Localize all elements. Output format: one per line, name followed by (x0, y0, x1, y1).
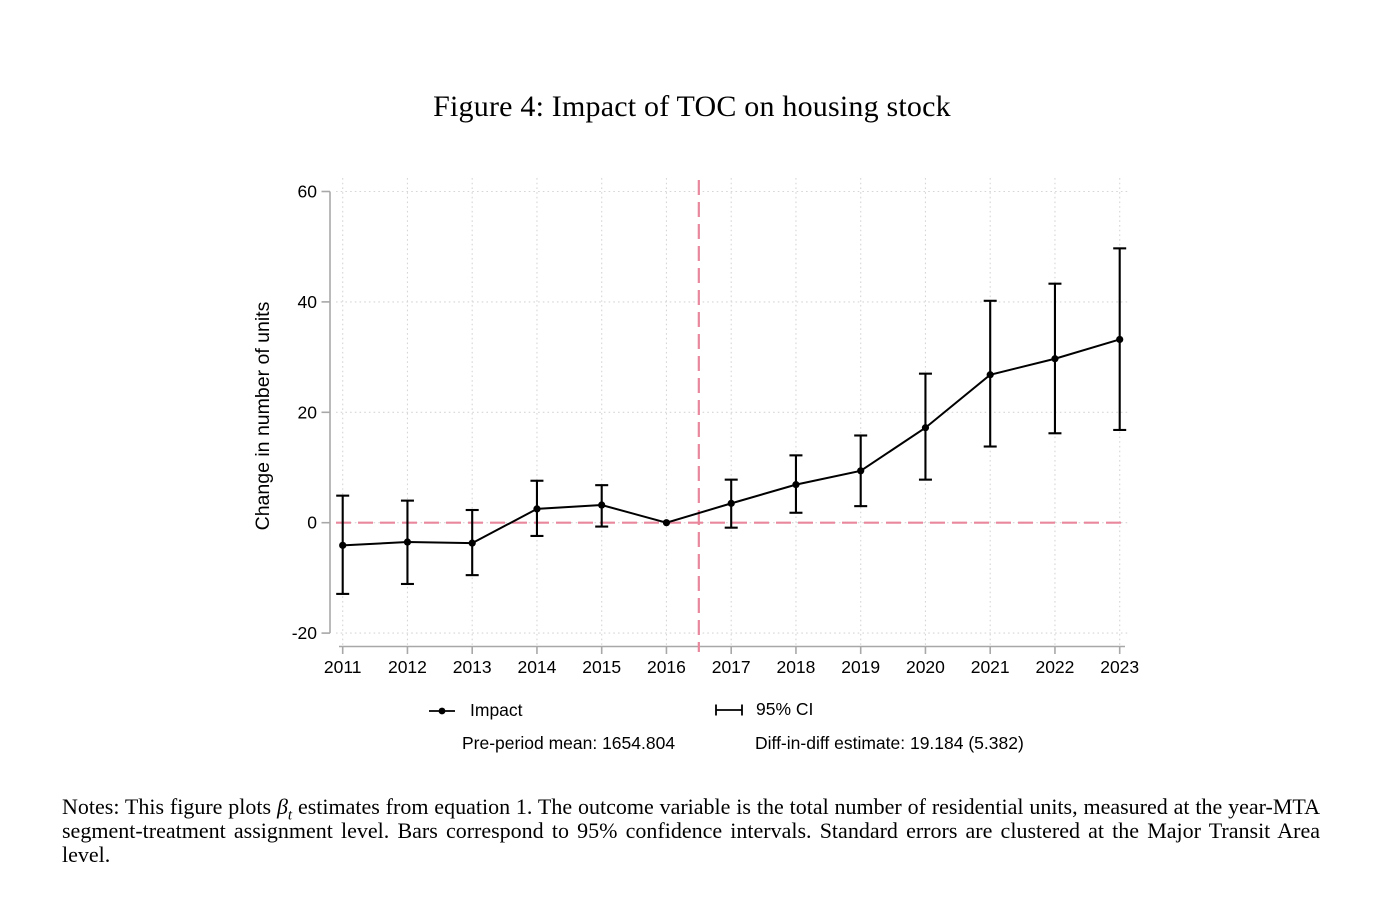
x-tick-label: 2019 (841, 657, 880, 677)
x-tick-label: 2011 (324, 657, 362, 677)
impact-point (792, 481, 800, 489)
y-tick-label: 20 (298, 402, 318, 422)
legend-ci-label: 95% CI (756, 699, 814, 719)
beta-symbol: β (276, 794, 288, 819)
y-axis-title: Change in number of units (252, 301, 274, 531)
x-tick-label: 2021 (971, 657, 1010, 677)
impact-marker-icon (429, 707, 455, 714)
impact-point (468, 539, 476, 547)
impact-point (921, 424, 930, 432)
x-tick-label: 2012 (388, 657, 427, 677)
y-tick-label: 60 (298, 182, 318, 202)
notes-prefix: Notes: (62, 794, 120, 819)
impact-point (662, 519, 671, 527)
x-tick-label: 2016 (647, 657, 686, 677)
impact-point (1051, 355, 1059, 363)
beta-subscript: t (287, 807, 293, 824)
impact-point (533, 505, 541, 513)
impact-point (857, 467, 865, 475)
impact-point (598, 501, 606, 509)
legend-impact-label: Impact (470, 700, 523, 720)
event-study-plot: -20 0 20 40 60 2011 2012 2013 2014 2015 2016 2017 20… (292, 178, 1139, 677)
x-tick-label: 2015 (582, 657, 621, 677)
pre-period-mean-annotation: Pre-period mean: 1654.804 (462, 733, 676, 753)
y-tick-label: -20 (292, 623, 318, 643)
x-tick-label: 2014 (517, 657, 556, 677)
diff-in-diff-annotation: Diff-in-diff estimate: 19.184 (5.382) (755, 733, 1024, 753)
impact-point (727, 499, 735, 507)
notes-text-2: estimates from equation 1. The outcome v… (62, 794, 1320, 867)
notes-text-1: This figure plots (119, 794, 277, 819)
x-tick-label: 2023 (1100, 657, 1139, 677)
x-tick-label: 2013 (453, 657, 492, 677)
impact-point (403, 538, 412, 546)
x-tick-label: 2020 (906, 657, 945, 677)
x-tick-label: 2018 (776, 657, 815, 677)
impact-point (1116, 335, 1124, 344)
legend-item-impact: Impact (428, 700, 523, 721)
impact-point (986, 371, 994, 379)
ci-marker-icon (715, 704, 743, 715)
x-tick-label: 2022 (1035, 657, 1074, 677)
figure-notes: Notes: This figure plots βt estimates fr… (62, 795, 1320, 867)
legend-item-ci: 95% CI (714, 699, 813, 720)
y-tick-label: 0 (307, 513, 317, 533)
impact-point (339, 541, 347, 549)
figure-title: Figure 4: Impact of TOC on housing stock (433, 90, 951, 123)
y-tick-label: 40 (298, 292, 318, 312)
x-tick-label: 2017 (712, 657, 751, 677)
